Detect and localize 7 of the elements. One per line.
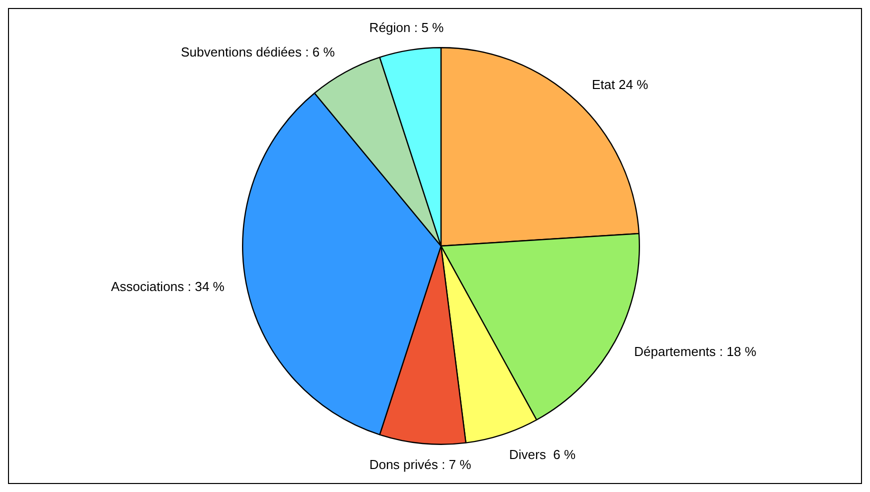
slice-label: Dons privés : 7 % <box>369 457 472 472</box>
slice-label: Divers 6 % <box>509 447 576 462</box>
slice-label: Départements : 18 % <box>634 344 757 359</box>
slice-label: Subventions dédiées : 6 % <box>180 44 336 60</box>
slice-label: Etat 24 % <box>592 76 649 92</box>
slice-label: Associations : 34 % <box>111 278 225 294</box>
slice-label: Région : 5 % <box>369 20 444 35</box>
